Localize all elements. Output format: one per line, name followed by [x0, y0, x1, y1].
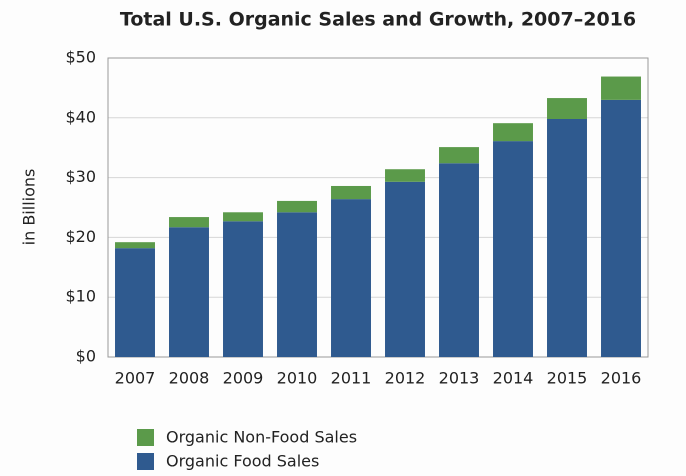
bar-segment — [439, 163, 479, 357]
bar-segment — [331, 199, 371, 357]
x-tick-label: 2016 — [601, 369, 642, 388]
y-tick-label: $10 — [65, 287, 96, 306]
bar-segment — [331, 185, 371, 200]
legend-label: Organic Non-Food Sales — [166, 428, 357, 447]
y-tick-label: $40 — [65, 107, 96, 126]
bar-segment — [169, 227, 209, 357]
bar-segment — [493, 123, 533, 142]
bar-segment — [277, 212, 317, 357]
y-axis-label: in Billions — [20, 169, 39, 246]
chart-title: Total U.S. Organic Sales and Growth, 200… — [120, 9, 636, 31]
bar-segment — [547, 118, 587, 357]
bar-segment — [385, 169, 425, 182]
y-tick-label: $30 — [65, 167, 96, 186]
x-tick-label: 2013 — [439, 369, 480, 388]
x-tick-label: 2007 — [115, 369, 156, 388]
x-tick-label: 2011 — [331, 369, 372, 388]
bar-segment — [277, 200, 317, 213]
x-tick-label: 2009 — [223, 369, 264, 388]
bar-segment — [115, 248, 155, 357]
bar-segment — [493, 141, 533, 357]
x-tick-label: 2010 — [277, 369, 318, 388]
legend-swatch — [137, 453, 154, 470]
x-tick-label: 2014 — [493, 369, 534, 388]
bar-segment — [169, 217, 209, 228]
x-tick-label: 2008 — [169, 369, 210, 388]
y-tick-label: $0 — [76, 347, 96, 366]
bar-segment — [601, 99, 641, 358]
bar-segment — [115, 242, 155, 249]
bar-segment — [547, 98, 587, 119]
y-tick-label: $50 — [65, 48, 96, 67]
y-tick-label: $20 — [65, 227, 96, 246]
legend-swatch — [137, 429, 154, 446]
plot-frame — [107, 57, 649, 358]
bar-segment — [223, 221, 263, 357]
x-tick-label: 2015 — [547, 369, 588, 388]
bar-segment — [439, 147, 479, 164]
bar-segment — [223, 212, 263, 222]
bar-segment — [385, 181, 425, 357]
x-tick-label: 2012 — [385, 369, 426, 388]
legend-label: Organic Food Sales — [166, 452, 319, 471]
bar-segment — [601, 76, 641, 100]
